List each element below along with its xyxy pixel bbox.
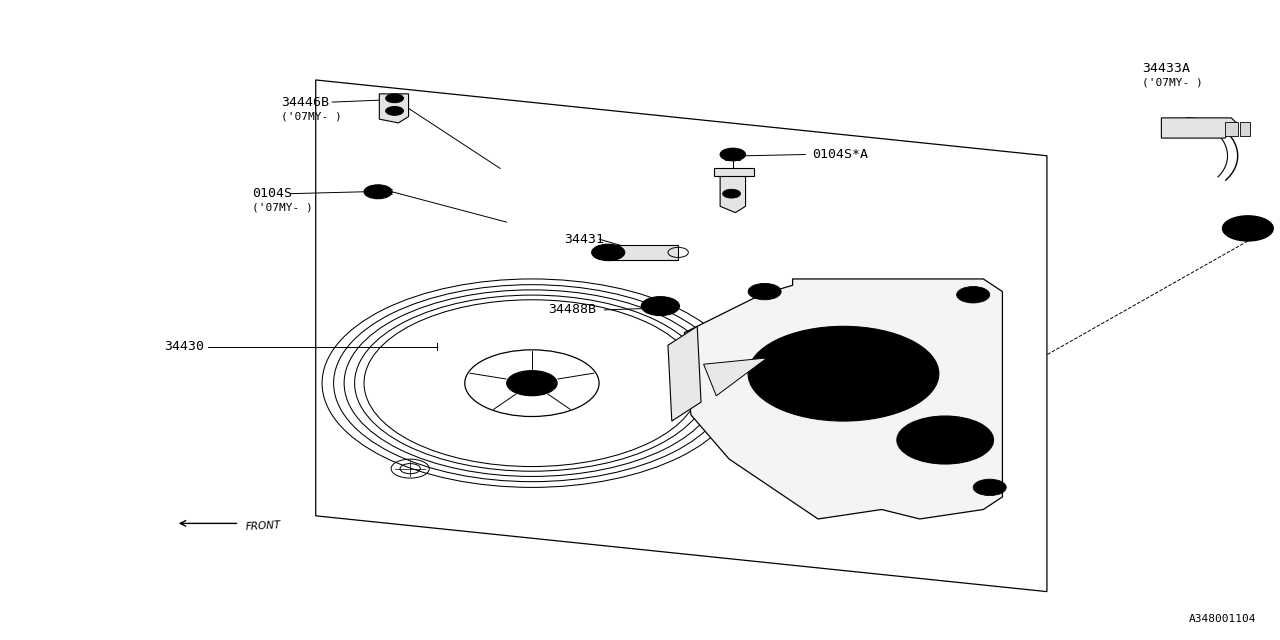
Polygon shape	[1161, 118, 1238, 138]
Polygon shape	[704, 358, 767, 396]
Text: 34433A: 34433A	[1142, 62, 1190, 75]
Text: ('07MY- ): ('07MY- )	[1142, 77, 1203, 88]
Circle shape	[1242, 225, 1254, 232]
Circle shape	[1222, 216, 1274, 241]
Circle shape	[897, 416, 993, 464]
Circle shape	[364, 185, 392, 199]
Bar	[1240, 122, 1251, 136]
Text: FRONT: FRONT	[246, 520, 282, 532]
Polygon shape	[608, 246, 678, 260]
Text: ('07MY- ): ('07MY- )	[252, 203, 312, 212]
Circle shape	[973, 479, 1006, 495]
Circle shape	[956, 287, 989, 303]
Polygon shape	[685, 279, 1002, 519]
Text: 34430: 34430	[164, 340, 205, 353]
Circle shape	[723, 189, 740, 198]
Circle shape	[1234, 221, 1262, 236]
Circle shape	[748, 326, 938, 421]
Polygon shape	[379, 94, 408, 123]
Text: 34488B: 34488B	[548, 303, 596, 316]
Text: 0104S*A: 0104S*A	[812, 148, 868, 161]
Circle shape	[385, 106, 403, 115]
Polygon shape	[721, 175, 745, 212]
Text: A348001104: A348001104	[1189, 614, 1257, 625]
Circle shape	[385, 94, 403, 102]
Circle shape	[748, 284, 781, 300]
Text: 34446B: 34446B	[282, 95, 329, 109]
Polygon shape	[714, 168, 754, 176]
Circle shape	[650, 301, 671, 311]
Text: 34431: 34431	[563, 233, 604, 246]
Bar	[1225, 122, 1238, 136]
Circle shape	[507, 371, 557, 396]
Text: 0104S: 0104S	[252, 187, 292, 200]
Polygon shape	[668, 326, 701, 421]
Text: ('07MY- ): ('07MY- )	[282, 111, 342, 122]
Circle shape	[815, 360, 872, 388]
Circle shape	[591, 244, 625, 260]
Circle shape	[641, 296, 680, 316]
Circle shape	[721, 148, 745, 161]
